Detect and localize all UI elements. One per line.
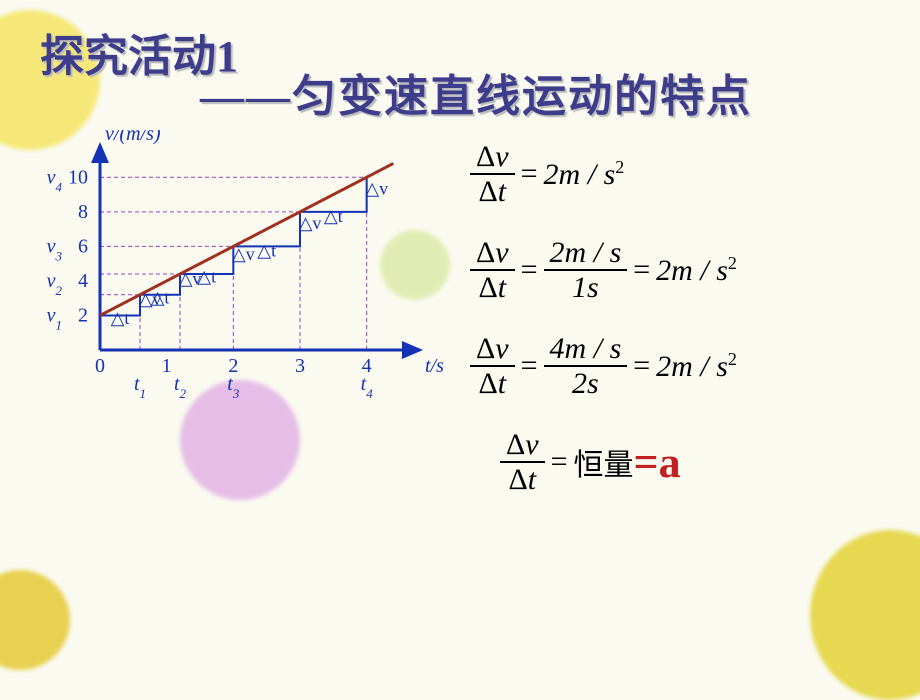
svg-text:△t: △t bbox=[151, 287, 170, 307]
svg-text:v2: v2 bbox=[47, 270, 63, 298]
svg-text:3: 3 bbox=[295, 355, 305, 377]
svg-text:10: 10 bbox=[68, 166, 88, 188]
vt-chart: 012342v14v26v3810v4t/sv/(m/s)t1t2t3t4△t△… bbox=[30, 130, 460, 410]
svg-text:1: 1 bbox=[162, 355, 172, 377]
svg-text:v/(m/s): v/(m/s) bbox=[105, 130, 161, 145]
svg-text:△t: △t bbox=[257, 241, 276, 261]
svg-text:△v: △v bbox=[299, 213, 322, 233]
svg-text:4: 4 bbox=[78, 270, 88, 292]
svg-text:6: 6 bbox=[78, 235, 88, 257]
svg-text:v4: v4 bbox=[47, 166, 63, 194]
equation-3: Δv Δt = 4m / s 2s = 2m / s2 bbox=[470, 332, 910, 400]
slide-title-2: ——匀变速直线运动的特点 bbox=[200, 60, 752, 124]
svg-text:t1: t1 bbox=[134, 373, 146, 401]
constant-label: 恒量 bbox=[574, 440, 634, 484]
svg-text:△t: △t bbox=[324, 206, 343, 226]
bg-decoration bbox=[810, 530, 920, 700]
svg-text:t3: t3 bbox=[227, 373, 240, 401]
svg-text:t4: t4 bbox=[361, 373, 374, 401]
svg-text:t/s: t/s bbox=[425, 355, 444, 377]
equation-1: Δv Δt = 2m / s2 bbox=[470, 140, 910, 208]
equation-4: Δv Δt = 恒量 =a bbox=[500, 428, 910, 496]
equations-block: Δv Δt = 2m / s2 Δv Δt = 2m / s 1s = 2m /… bbox=[470, 140, 910, 524]
svg-text:0: 0 bbox=[95, 355, 105, 377]
svg-text:△v: △v bbox=[365, 179, 388, 199]
svg-text:△v: △v bbox=[232, 244, 255, 264]
svg-text:t2: t2 bbox=[174, 373, 187, 401]
equals-a: =a bbox=[634, 437, 681, 488]
svg-text:v1: v1 bbox=[47, 304, 62, 332]
svg-text:2: 2 bbox=[78, 304, 88, 326]
svg-text:△t: △t bbox=[197, 267, 216, 287]
equation-2: Δv Δt = 2m / s 1s = 2m / s2 bbox=[470, 236, 910, 304]
bg-decoration bbox=[0, 570, 70, 670]
svg-text:8: 8 bbox=[78, 201, 88, 223]
svg-text:v3: v3 bbox=[47, 235, 63, 263]
svg-text:△t: △t bbox=[111, 308, 130, 328]
